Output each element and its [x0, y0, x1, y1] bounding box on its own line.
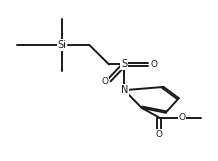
Text: N: N	[121, 85, 128, 95]
Text: S: S	[121, 59, 127, 69]
Text: O: O	[156, 130, 163, 139]
Text: O: O	[101, 77, 108, 86]
Text: O: O	[179, 113, 186, 122]
Text: Si: Si	[58, 40, 66, 50]
Text: O: O	[150, 60, 157, 69]
